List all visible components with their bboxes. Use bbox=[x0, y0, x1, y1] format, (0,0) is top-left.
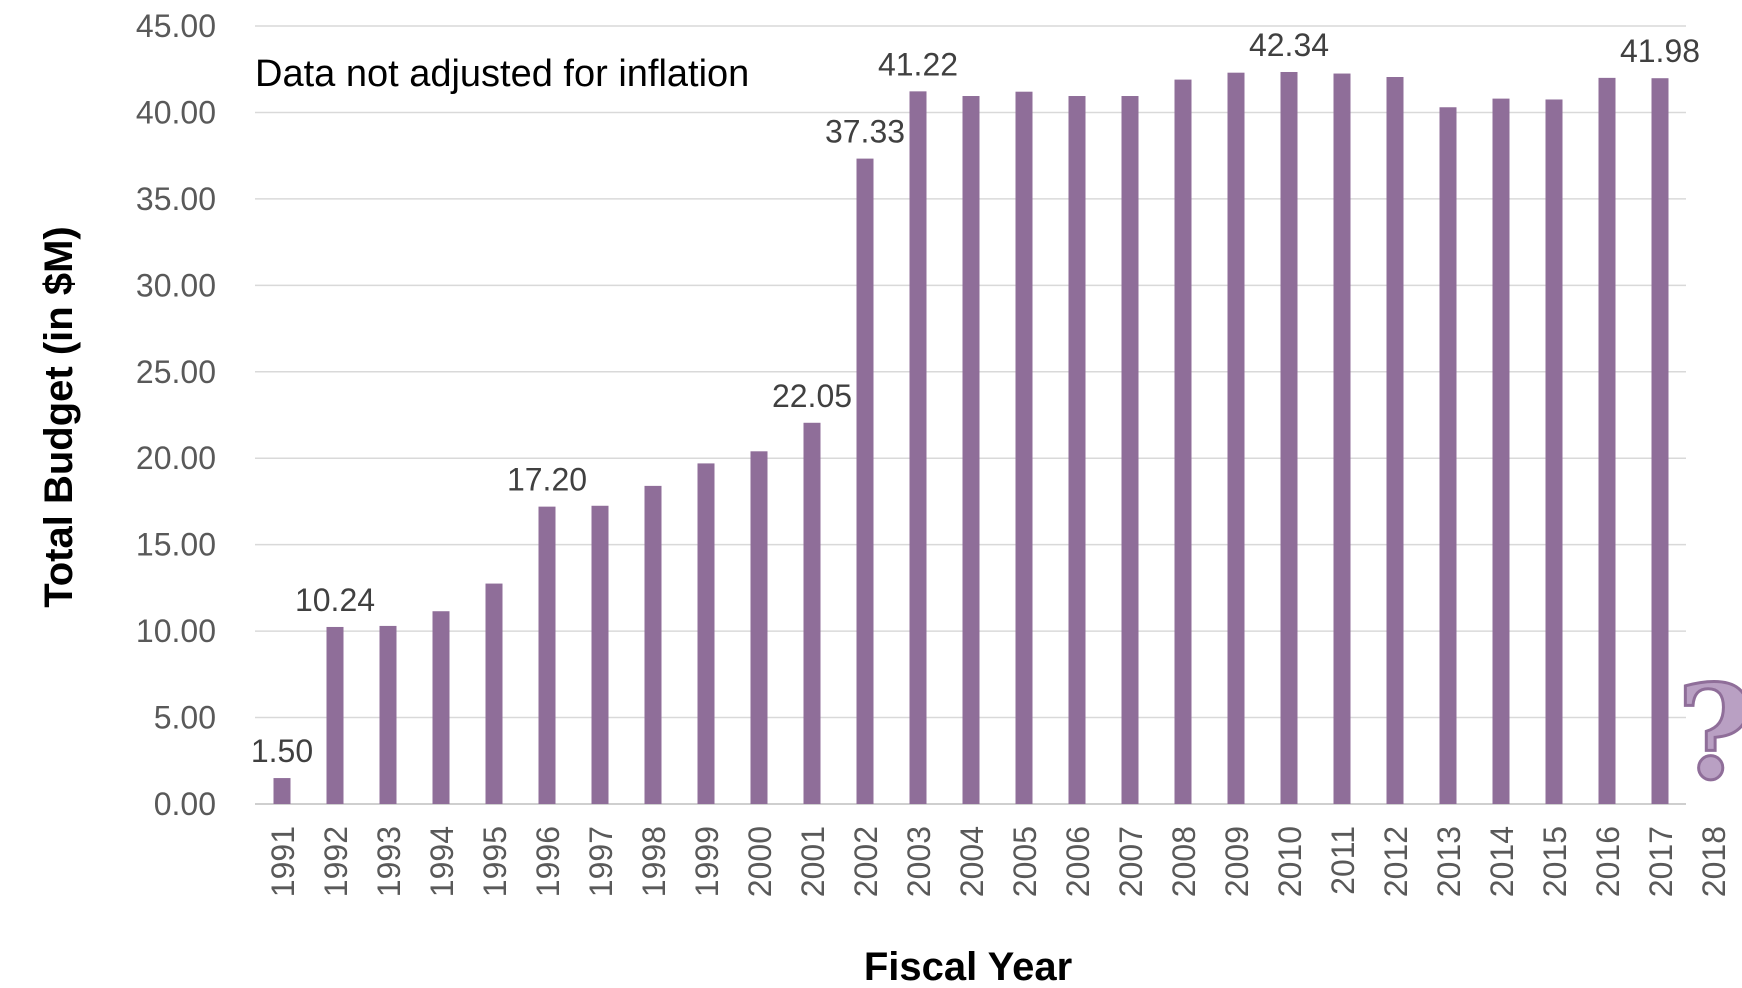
x-tick-label: 2016 bbox=[1590, 826, 1626, 897]
bar-2012 bbox=[1386, 77, 1404, 805]
data-label-2002: 37.33 bbox=[825, 114, 905, 150]
bar-2006 bbox=[1068, 96, 1086, 804]
bar-2010 bbox=[1280, 71, 1298, 804]
x-tick-label: 2005 bbox=[1007, 826, 1043, 897]
y-tick-label: 45.00 bbox=[136, 8, 216, 44]
y-tick-label: 5.00 bbox=[154, 700, 216, 736]
x-tick-label: 2018 bbox=[1696, 826, 1732, 897]
x-tick-label: 1995 bbox=[477, 826, 513, 897]
bar-1999 bbox=[697, 463, 715, 804]
x-tick-label: 2008 bbox=[1166, 826, 1202, 897]
inflation-note: Data not adjusted for inflation bbox=[255, 53, 749, 95]
bar-1997 bbox=[591, 505, 609, 804]
x-tick-label: 1994 bbox=[424, 826, 460, 897]
y-tick-label: 15.00 bbox=[136, 527, 216, 563]
pending-question-mark: ? bbox=[1677, 656, 1742, 809]
y-tick-label: 20.00 bbox=[136, 440, 216, 476]
bar-2013 bbox=[1439, 107, 1457, 805]
x-tick-label: 1998 bbox=[636, 826, 672, 897]
bar-2014 bbox=[1492, 98, 1510, 804]
bar-2011 bbox=[1333, 73, 1351, 805]
y-tick-label: 40.00 bbox=[136, 94, 216, 130]
bar-1992 bbox=[326, 626, 344, 804]
x-tick-label: 2011 bbox=[1325, 826, 1361, 895]
y-tick-label: 25.00 bbox=[136, 354, 216, 390]
x-tick-label: 2015 bbox=[1537, 826, 1573, 897]
y-tick-label: 10.00 bbox=[136, 613, 216, 649]
bar-2004 bbox=[962, 96, 980, 804]
x-tick-label: 1999 bbox=[689, 826, 725, 897]
bar-2003 bbox=[909, 91, 927, 805]
y-tick-label: 35.00 bbox=[136, 181, 216, 217]
data-label-1992: 10.24 bbox=[295, 582, 375, 618]
bar-2000 bbox=[750, 451, 768, 804]
y-axis-title: Total Budget (in $M) bbox=[37, 226, 81, 607]
x-tick-label: 2002 bbox=[848, 826, 884, 897]
x-tick-label: 2014 bbox=[1484, 826, 1520, 897]
y-axis-ticks: 0.00 5.00 10.00 15.00 20.00 25.00 30.00 35.00 40… bbox=[136, 8, 216, 822]
data-label-1991: 1.50 bbox=[251, 733, 313, 769]
x-tick-label: 2017 bbox=[1643, 826, 1679, 897]
x-tick-label: 2003 bbox=[901, 826, 937, 897]
bar-2007 bbox=[1121, 96, 1139, 804]
y-tick-label: 0.00 bbox=[154, 786, 216, 822]
x-tick-label: 2007 bbox=[1113, 826, 1149, 897]
bar-2015 bbox=[1545, 99, 1563, 804]
x-tick-label: 2000 bbox=[742, 826, 778, 897]
x-tick-label: 2012 bbox=[1378, 826, 1414, 897]
data-label-2003: 41.22 bbox=[878, 46, 958, 82]
bars bbox=[273, 71, 1669, 805]
x-tick-label: 2010 bbox=[1272, 826, 1308, 897]
bar-1994 bbox=[432, 611, 450, 804]
x-tick-label: 1991 bbox=[265, 826, 301, 897]
data-label-1996: 17.20 bbox=[507, 462, 587, 498]
bar-1998 bbox=[644, 485, 662, 804]
x-tick-label: 2009 bbox=[1219, 826, 1255, 897]
x-axis-ticks: 1991 1992 1993 1994 1995 1996 1997 1998 1999 2000… bbox=[265, 826, 1732, 897]
y-tick-label: 30.00 bbox=[136, 267, 216, 303]
x-tick-label: 2001 bbox=[795, 826, 831, 897]
x-tick-label: 1996 bbox=[530, 826, 566, 897]
bar-2017 bbox=[1651, 78, 1669, 804]
data-label-2010: 42.34 bbox=[1249, 27, 1329, 63]
data-label-2001: 22.05 bbox=[772, 378, 852, 414]
bar-2001 bbox=[803, 422, 821, 804]
bar-1996 bbox=[538, 506, 556, 804]
bar-2008 bbox=[1174, 79, 1192, 804]
bar-2016 bbox=[1598, 77, 1616, 804]
bar-2002 bbox=[856, 158, 874, 804]
x-tick-label: 2006 bbox=[1060, 826, 1096, 897]
x-tick-label: 2013 bbox=[1431, 826, 1467, 897]
x-tick-label: 2004 bbox=[954, 826, 990, 897]
bar-1991 bbox=[273, 778, 291, 804]
data-label-2017: 41.98 bbox=[1620, 33, 1700, 69]
bar-2009 bbox=[1227, 72, 1245, 805]
data-labels: 1.50 10.24 17.20 22.05 37.33 41.22 42.34 41.98 bbox=[251, 27, 1700, 769]
x-axis-title: Fiscal Year bbox=[864, 945, 1072, 988]
x-tick-label: 1997 bbox=[583, 826, 619, 897]
x-tick-label: 1993 bbox=[371, 826, 407, 897]
bar-1993 bbox=[379, 625, 397, 804]
x-tick-label: 1992 bbox=[318, 826, 354, 897]
bar-1995 bbox=[485, 583, 503, 804]
bar-2005 bbox=[1015, 91, 1033, 805]
